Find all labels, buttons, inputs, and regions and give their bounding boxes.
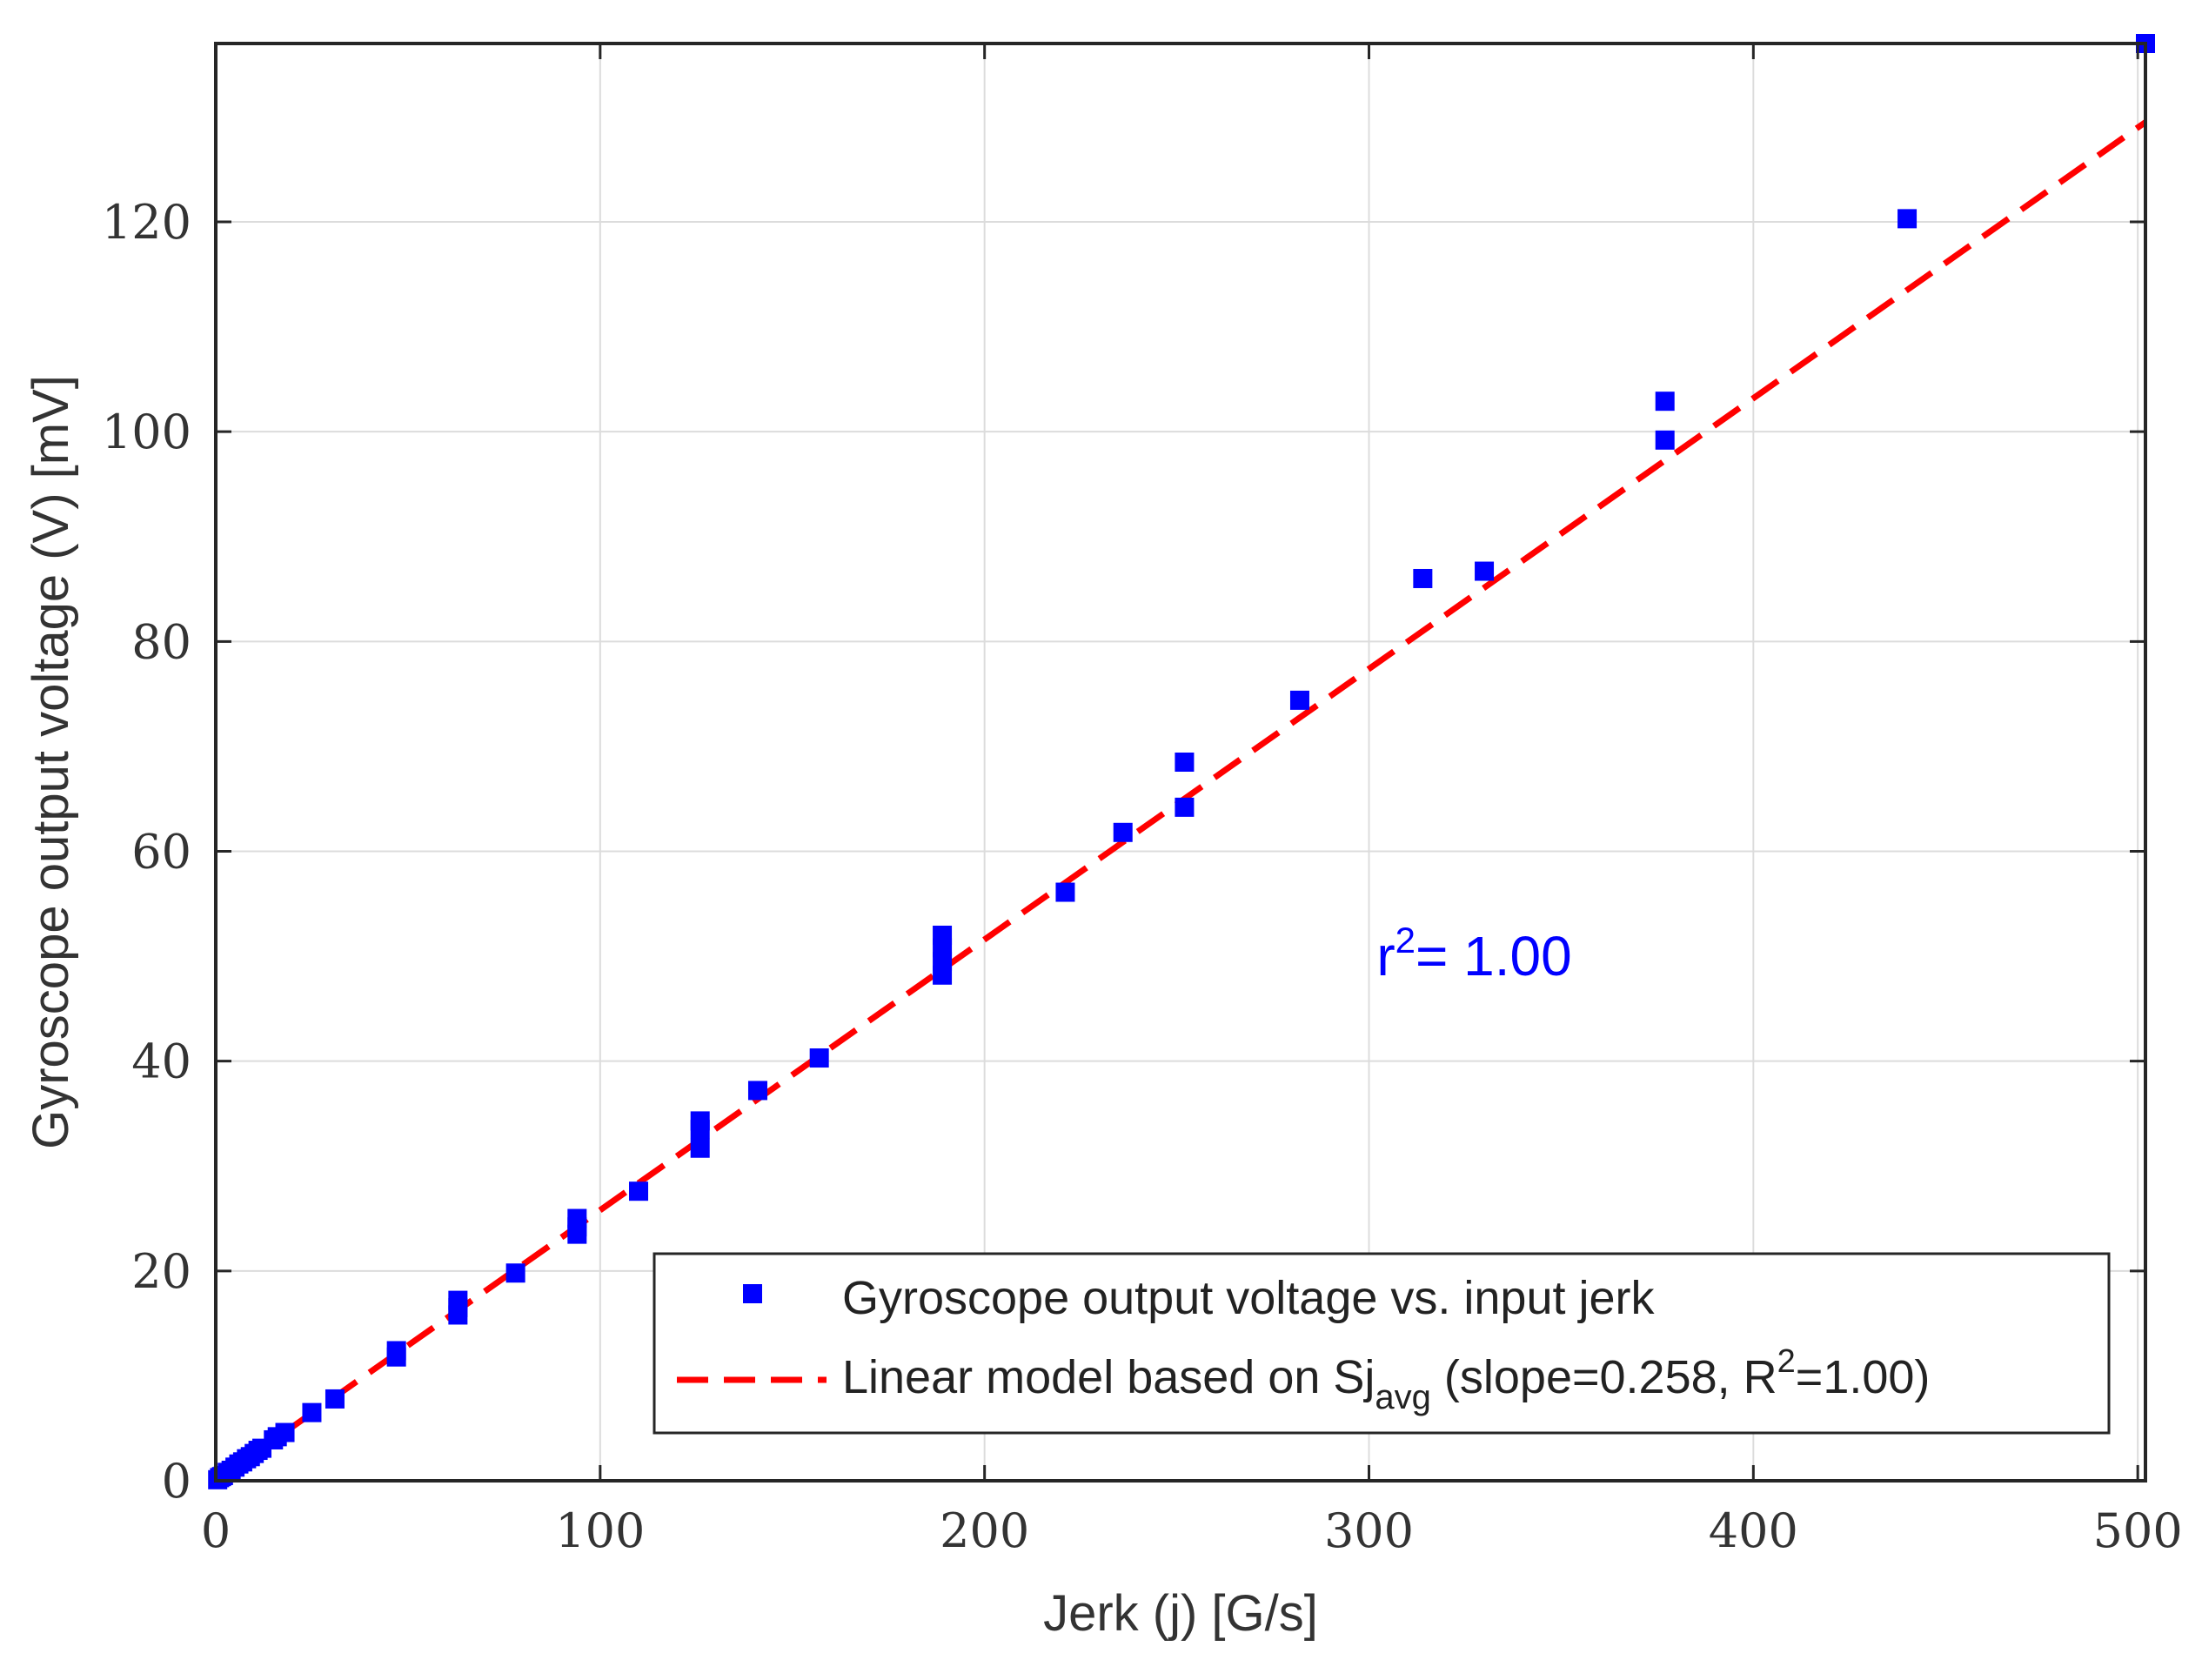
legend-model-slope: (slope=0.258, R: [1431, 1351, 1777, 1403]
data-point: [448, 1290, 468, 1310]
r-squared-superscript: 2: [1395, 920, 1416, 960]
y-axis-label: Gyroscope output voltage (V) [mV]: [23, 375, 79, 1149]
x-tick-label: 200: [940, 1503, 1029, 1558]
legend: Gyroscope output voltage vs. input jerk …: [653, 1252, 2111, 1435]
y-tick-label: 60: [131, 824, 191, 879]
legend-model-name: Linear model based on Sj: [842, 1351, 1375, 1403]
data-point: [1413, 568, 1433, 588]
data-point: [1655, 392, 1675, 412]
x-axis-label: Jerk (j) [G/s]: [1043, 1585, 1318, 1642]
y-tick-label: 120: [102, 195, 191, 250]
r-squared-annotation: r2= 1.00: [1376, 920, 1571, 987]
y-tick-label: 80: [131, 614, 191, 669]
data-point: [809, 1048, 829, 1068]
legend-entry-scatter: Gyroscope output voltage vs. input jerk: [842, 1272, 1656, 1324]
data-point: [1055, 882, 1075, 902]
data-point: [1897, 209, 1918, 229]
axis-ticks: 0 100 200 300 400 500 0 20 40 60 80 100 120: [102, 44, 2183, 1558]
data-point: [1655, 430, 1675, 450]
data-point: [386, 1341, 406, 1361]
legend-square-marker-icon: [743, 1284, 762, 1303]
data-point: [690, 1111, 710, 1131]
data-point: [275, 1422, 295, 1442]
data-point: [1289, 690, 1309, 710]
y-tick-label: 20: [131, 1244, 191, 1299]
grid-lines: [215, 44, 2145, 1482]
y-tick-label: 100: [102, 405, 191, 459]
data-point: [302, 1402, 322, 1422]
data-point: [1175, 753, 1195, 772]
legend-entry-linear-model: Linear model based on Sjavg (slope=0.258…: [842, 1343, 1930, 1416]
r-squared-r: r: [1376, 925, 1395, 987]
data-point: [629, 1181, 649, 1201]
legend-box: [653, 1252, 2111, 1435]
x-tick-label: 400: [1709, 1503, 1798, 1558]
x-tick-label: 500: [2093, 1503, 2183, 1558]
data-point: [567, 1208, 587, 1228]
data-point: [505, 1263, 525, 1283]
legend-model-superscript: 2: [1777, 1343, 1796, 1380]
legend-model-subscript: avg: [1375, 1378, 1431, 1416]
y-tick-label: 40: [131, 1034, 191, 1089]
y-tick-label: 0: [162, 1454, 191, 1509]
legend-model-r2: =1.00): [1796, 1351, 1931, 1403]
r-squared-value: = 1.00: [1416, 925, 1572, 987]
data-point: [1175, 797, 1195, 817]
x-tick-label: 100: [555, 1503, 645, 1558]
data-point: [1475, 561, 1495, 581]
x-tick-label: 300: [1324, 1503, 1414, 1558]
data-point: [747, 1081, 767, 1101]
data-point: [325, 1389, 345, 1409]
data-point: [1113, 822, 1133, 842]
data-point: [933, 925, 953, 945]
plot-frame: [214, 42, 2147, 1483]
x-tick-label: 0: [201, 1503, 231, 1558]
data-point: [690, 1138, 710, 1158]
